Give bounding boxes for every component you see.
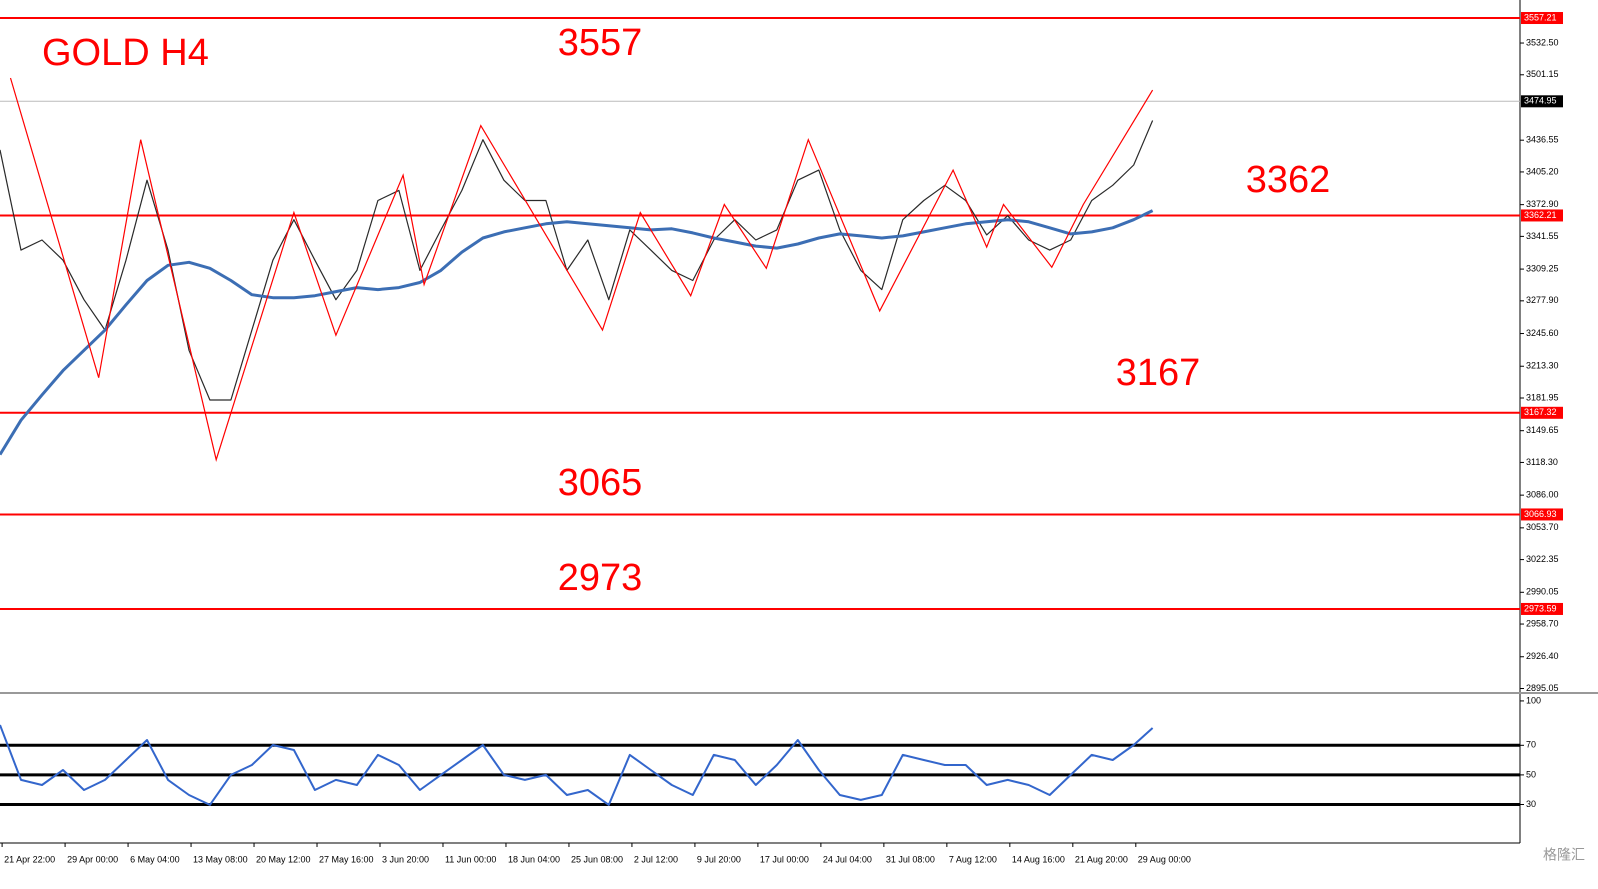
y-tick-label: 3277.90 [1526,295,1559,305]
x-tick-label: 9 Jul 20:00 [697,854,741,864]
x-tick-label: 7 Aug 12:00 [949,854,997,864]
series-line [0,724,1154,806]
zigzag-line [9,77,1154,462]
y-tick-label: 50 [1526,769,1536,779]
x-tick-label: 20 May 12:00 [256,854,311,864]
y-tick-label: 3309.25 [1526,263,1559,273]
y-tick-label: 100 [1526,695,1541,705]
y-tick-label: 3436.55 [1526,135,1559,145]
x-tick-label: 29 Aug 00:00 [1138,854,1191,864]
x-tick-label: 25 Jun 08:00 [571,854,623,864]
y-tick-label: 3372.90 [1526,199,1559,209]
level-tag-label: 3557.21 [1524,12,1557,22]
y-tick-label: 3118.30 [1526,457,1558,467]
y-tick-label: 3245.60 [1526,328,1559,338]
y-tick-label: 3405.20 [1526,166,1559,176]
y-tick-label: 2926.40 [1526,651,1559,661]
current-price-label: 3474.95 [1524,96,1557,106]
x-tick-label: 2 Jul 12:00 [634,854,678,864]
level-annotation: 3167 [1116,352,1201,394]
level-tag [1521,602,1563,615]
x-tick-label: 27 May 16:00 [319,854,374,864]
watermark: 格隆汇 [1543,847,1585,863]
level-tag [1521,406,1563,419]
y-tick-label: 3341.55 [1526,231,1559,241]
level-tag-label: 2973.59 [1524,603,1557,613]
y-tick-label: 3181.95 [1526,392,1559,402]
x-tick-label: 31 Jul 08:00 [886,854,935,864]
level-tag [1521,209,1563,222]
x-tick-label: 24 Jul 04:00 [823,854,872,864]
x-tick-label: 3 Jun 20:00 [382,854,429,864]
y-tick-label: 3149.65 [1526,425,1559,435]
x-tick-label: 21 Apr 22:00 [4,854,55,864]
level-annotation: 2973 [558,557,643,599]
level-annotation: 3557 [558,22,643,64]
y-tick-label: 2990.05 [1526,587,1559,597]
x-tick-label: 6 May 04:00 [130,854,180,864]
x-tick-label: 11 Jun 00:00 [445,854,496,864]
series-line [0,209,1154,456]
level-tag-label: 3167.32 [1524,407,1557,417]
x-tick-label: 21 Aug 20:00 [1075,854,1128,864]
y-tick-label: 3022.35 [1526,554,1559,564]
level-annotation: 3362 [1246,159,1331,201]
x-tick-label: 14 Aug 16:00 [1012,854,1065,864]
level-tag [1521,12,1563,25]
level-tag [1521,508,1563,521]
y-tick-label: 3086.00 [1526,490,1559,500]
level-tag-label: 3066.93 [1524,509,1557,519]
x-tick-label: 18 Jun 04:00 [508,854,560,864]
y-tick-label: 30 [1526,799,1536,809]
y-tick-label: 2895.05 [1526,683,1559,693]
y-tick-label: 3532.50 [1526,37,1559,47]
x-tick-label: 29 Apr 00:00 [67,854,118,864]
level-annotation: 3065 [558,462,643,504]
x-tick-label: 13 May 08:00 [193,854,248,864]
chart-title: GOLD H4 [42,32,209,74]
y-tick-label: 2958.70 [1526,618,1559,628]
x-tick-label: 17 Jul 00:00 [760,854,809,864]
y-tick-label: 3501.15 [1526,69,1559,79]
y-tick-label: 70 [1526,740,1536,750]
y-tick-label: 3053.70 [1526,522,1559,532]
current-price-tag [1521,95,1563,108]
level-tag-label: 3362.21 [1524,210,1557,220]
y-tick-label: 3213.30 [1526,361,1559,371]
